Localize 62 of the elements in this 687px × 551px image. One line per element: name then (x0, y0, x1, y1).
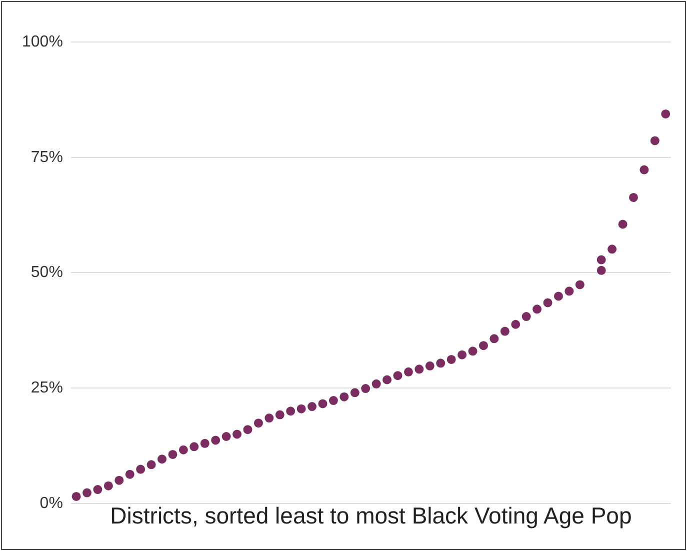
point (114, 476, 124, 485)
point (158, 454, 167, 464)
point (543, 298, 552, 308)
point (650, 136, 660, 146)
point (468, 346, 478, 356)
point (628, 192, 638, 202)
point (640, 165, 649, 174)
point (596, 266, 606, 275)
point (575, 280, 584, 290)
point (178, 445, 188, 454)
y-tick-label: 75% (30, 148, 63, 166)
point (296, 404, 306, 414)
point (222, 432, 231, 441)
point (275, 410, 284, 420)
y-tick-label: 100% (22, 33, 63, 50)
point (500, 326, 510, 336)
point (264, 414, 274, 423)
point (608, 244, 617, 254)
point (490, 334, 499, 344)
point (393, 371, 402, 380)
y-tick-label: 50% (30, 264, 63, 282)
point (414, 364, 424, 374)
point (125, 470, 134, 479)
point (404, 367, 413, 376)
point (382, 375, 392, 384)
point (328, 396, 338, 406)
point (200, 438, 210, 448)
point (93, 485, 102, 494)
point (425, 361, 434, 370)
point (532, 304, 542, 314)
y-tick-label: 0% (40, 494, 63, 512)
point (350, 388, 360, 398)
point (190, 442, 199, 452)
point (318, 399, 328, 408)
point (361, 384, 370, 394)
point (372, 379, 381, 388)
point (168, 450, 178, 459)
point (340, 392, 349, 402)
point (72, 492, 81, 501)
point (82, 488, 92, 498)
point (254, 418, 263, 428)
point (554, 292, 563, 301)
point (458, 350, 467, 360)
point (436, 358, 446, 368)
point (478, 341, 488, 350)
point (136, 464, 146, 474)
point (511, 320, 520, 329)
y-tick-label: 25% (30, 379, 63, 396)
point (596, 255, 606, 264)
point (446, 354, 456, 364)
point (146, 460, 156, 470)
point (661, 109, 670, 118)
x-axis-title: Districts, sorted least to most Black Voting Age Pop (110, 502, 632, 529)
point (564, 286, 574, 296)
point (211, 436, 220, 445)
point (243, 425, 252, 434)
point (522, 312, 531, 322)
point (618, 220, 628, 229)
point (286, 406, 296, 416)
point (232, 430, 242, 439)
point (104, 481, 113, 490)
point (308, 402, 317, 412)
